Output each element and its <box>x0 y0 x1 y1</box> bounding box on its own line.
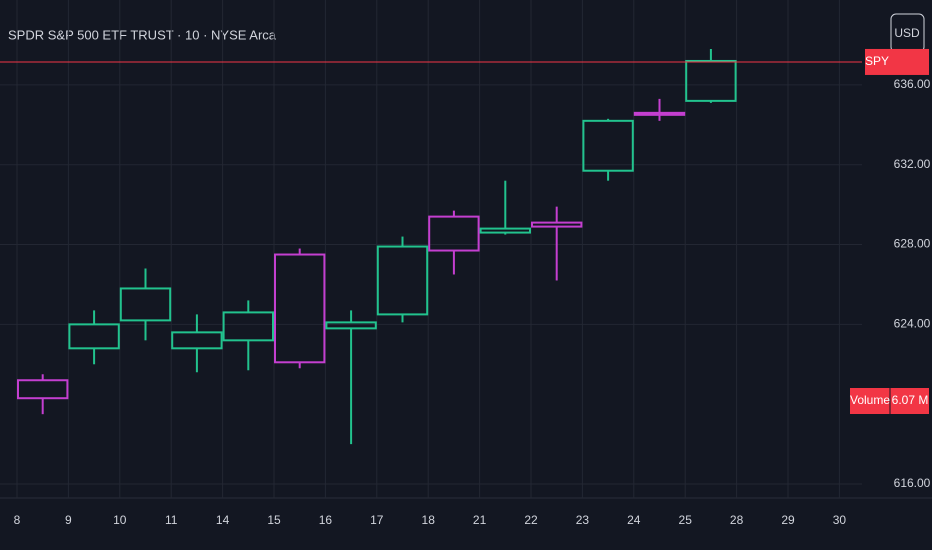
candle-body <box>582 119 634 172</box>
candle-body <box>119 287 172 322</box>
x-tick-label: 23 <box>576 513 590 527</box>
candle-body <box>428 215 480 252</box>
y-tick-label: 616.00 <box>894 476 931 490</box>
candle-body <box>325 321 377 330</box>
x-tick-label: 24 <box>627 513 641 527</box>
y-tick-label: 636.00 <box>894 77 931 91</box>
candle-body <box>68 323 120 350</box>
x-tick-label: 16 <box>319 513 333 527</box>
candle-body <box>17 379 69 400</box>
candle-body <box>479 227 532 234</box>
volume-label: Volume <box>850 393 890 407</box>
last-price-badge <box>865 48 929 75</box>
candle-body <box>171 331 223 350</box>
x-tick-label: 25 <box>679 513 693 527</box>
candle-body <box>274 253 326 364</box>
x-tick-label: 29 <box>781 513 795 527</box>
x-tick-label: 21 <box>473 513 487 527</box>
x-tick-label: 15 <box>267 513 281 527</box>
x-tick-label: 22 <box>524 513 538 527</box>
x-tick-label: 10 <box>113 513 127 527</box>
x-tick-label: 18 <box>422 513 436 527</box>
candle-body <box>376 245 429 316</box>
candle-body <box>685 59 737 102</box>
x-tick-label: 14 <box>216 513 230 527</box>
x-tick-label: 28 <box>730 513 744 527</box>
volume-value: 6.07 M <box>892 393 929 407</box>
y-tick-label: 628.00 <box>894 237 931 251</box>
x-tick-label: 17 <box>370 513 384 527</box>
last-price-label: SPY <box>865 54 889 68</box>
x-tick-label: 8 <box>14 513 21 527</box>
currency[interactable]: USD <box>894 26 920 40</box>
x-tick-label: 11 <box>165 513 178 527</box>
y-tick-label: 624.00 <box>894 317 931 331</box>
x-tick-label: 30 <box>833 513 847 527</box>
candle-body <box>222 311 275 342</box>
chart-title: SPDR S&P 500 ETF TRUST · 10 · NYSE Arca <box>8 27 277 42</box>
y-tick-label: 632.00 <box>894 157 931 171</box>
x-tick-label: 9 <box>65 513 72 527</box>
candle-body <box>531 221 583 228</box>
candle-body <box>633 111 686 116</box>
